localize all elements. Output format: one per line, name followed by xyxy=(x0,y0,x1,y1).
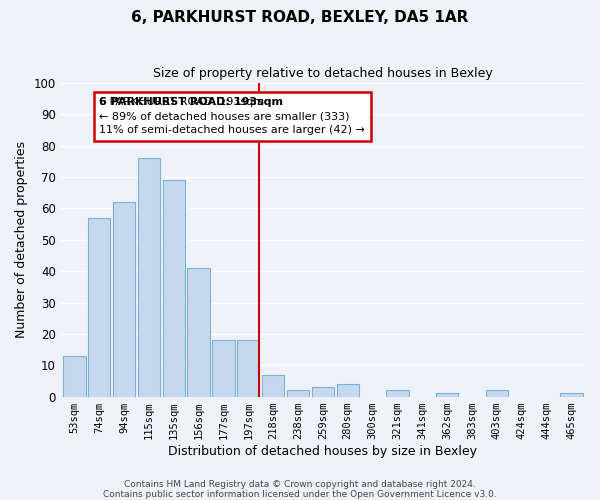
Bar xyxy=(262,374,284,396)
Bar xyxy=(337,384,359,396)
Bar xyxy=(163,180,185,396)
Text: Contains HM Land Registry data © Crown copyright and database right 2024.: Contains HM Land Registry data © Crown c… xyxy=(124,480,476,489)
Bar xyxy=(63,356,86,397)
Bar xyxy=(187,268,210,396)
Bar xyxy=(436,394,458,396)
Bar xyxy=(113,202,135,396)
Text: 6, PARKHURST ROAD, BEXLEY, DA5 1AR: 6, PARKHURST ROAD, BEXLEY, DA5 1AR xyxy=(131,10,469,25)
Bar xyxy=(485,390,508,396)
Bar xyxy=(88,218,110,396)
Bar xyxy=(560,394,583,396)
Text: Contains public sector information licensed under the Open Government Licence v3: Contains public sector information licen… xyxy=(103,490,497,499)
Title: Size of property relative to detached houses in Bexley: Size of property relative to detached ho… xyxy=(153,68,493,80)
Bar xyxy=(386,390,409,396)
Bar xyxy=(287,390,309,396)
Y-axis label: Number of detached properties: Number of detached properties xyxy=(15,142,28,338)
Bar xyxy=(212,340,235,396)
Bar xyxy=(237,340,259,396)
Bar xyxy=(311,387,334,396)
Bar xyxy=(138,158,160,396)
Text: 6 PARKHURST ROAD: 193sqm: 6 PARKHURST ROAD: 193sqm xyxy=(99,97,283,135)
Text: 6 PARKHURST ROAD: 193sqm
← 89% of detached houses are smaller (333)
11% of semi-: 6 PARKHURST ROAD: 193sqm ← 89% of detach… xyxy=(99,97,365,135)
X-axis label: Distribution of detached houses by size in Bexley: Distribution of detached houses by size … xyxy=(169,444,478,458)
